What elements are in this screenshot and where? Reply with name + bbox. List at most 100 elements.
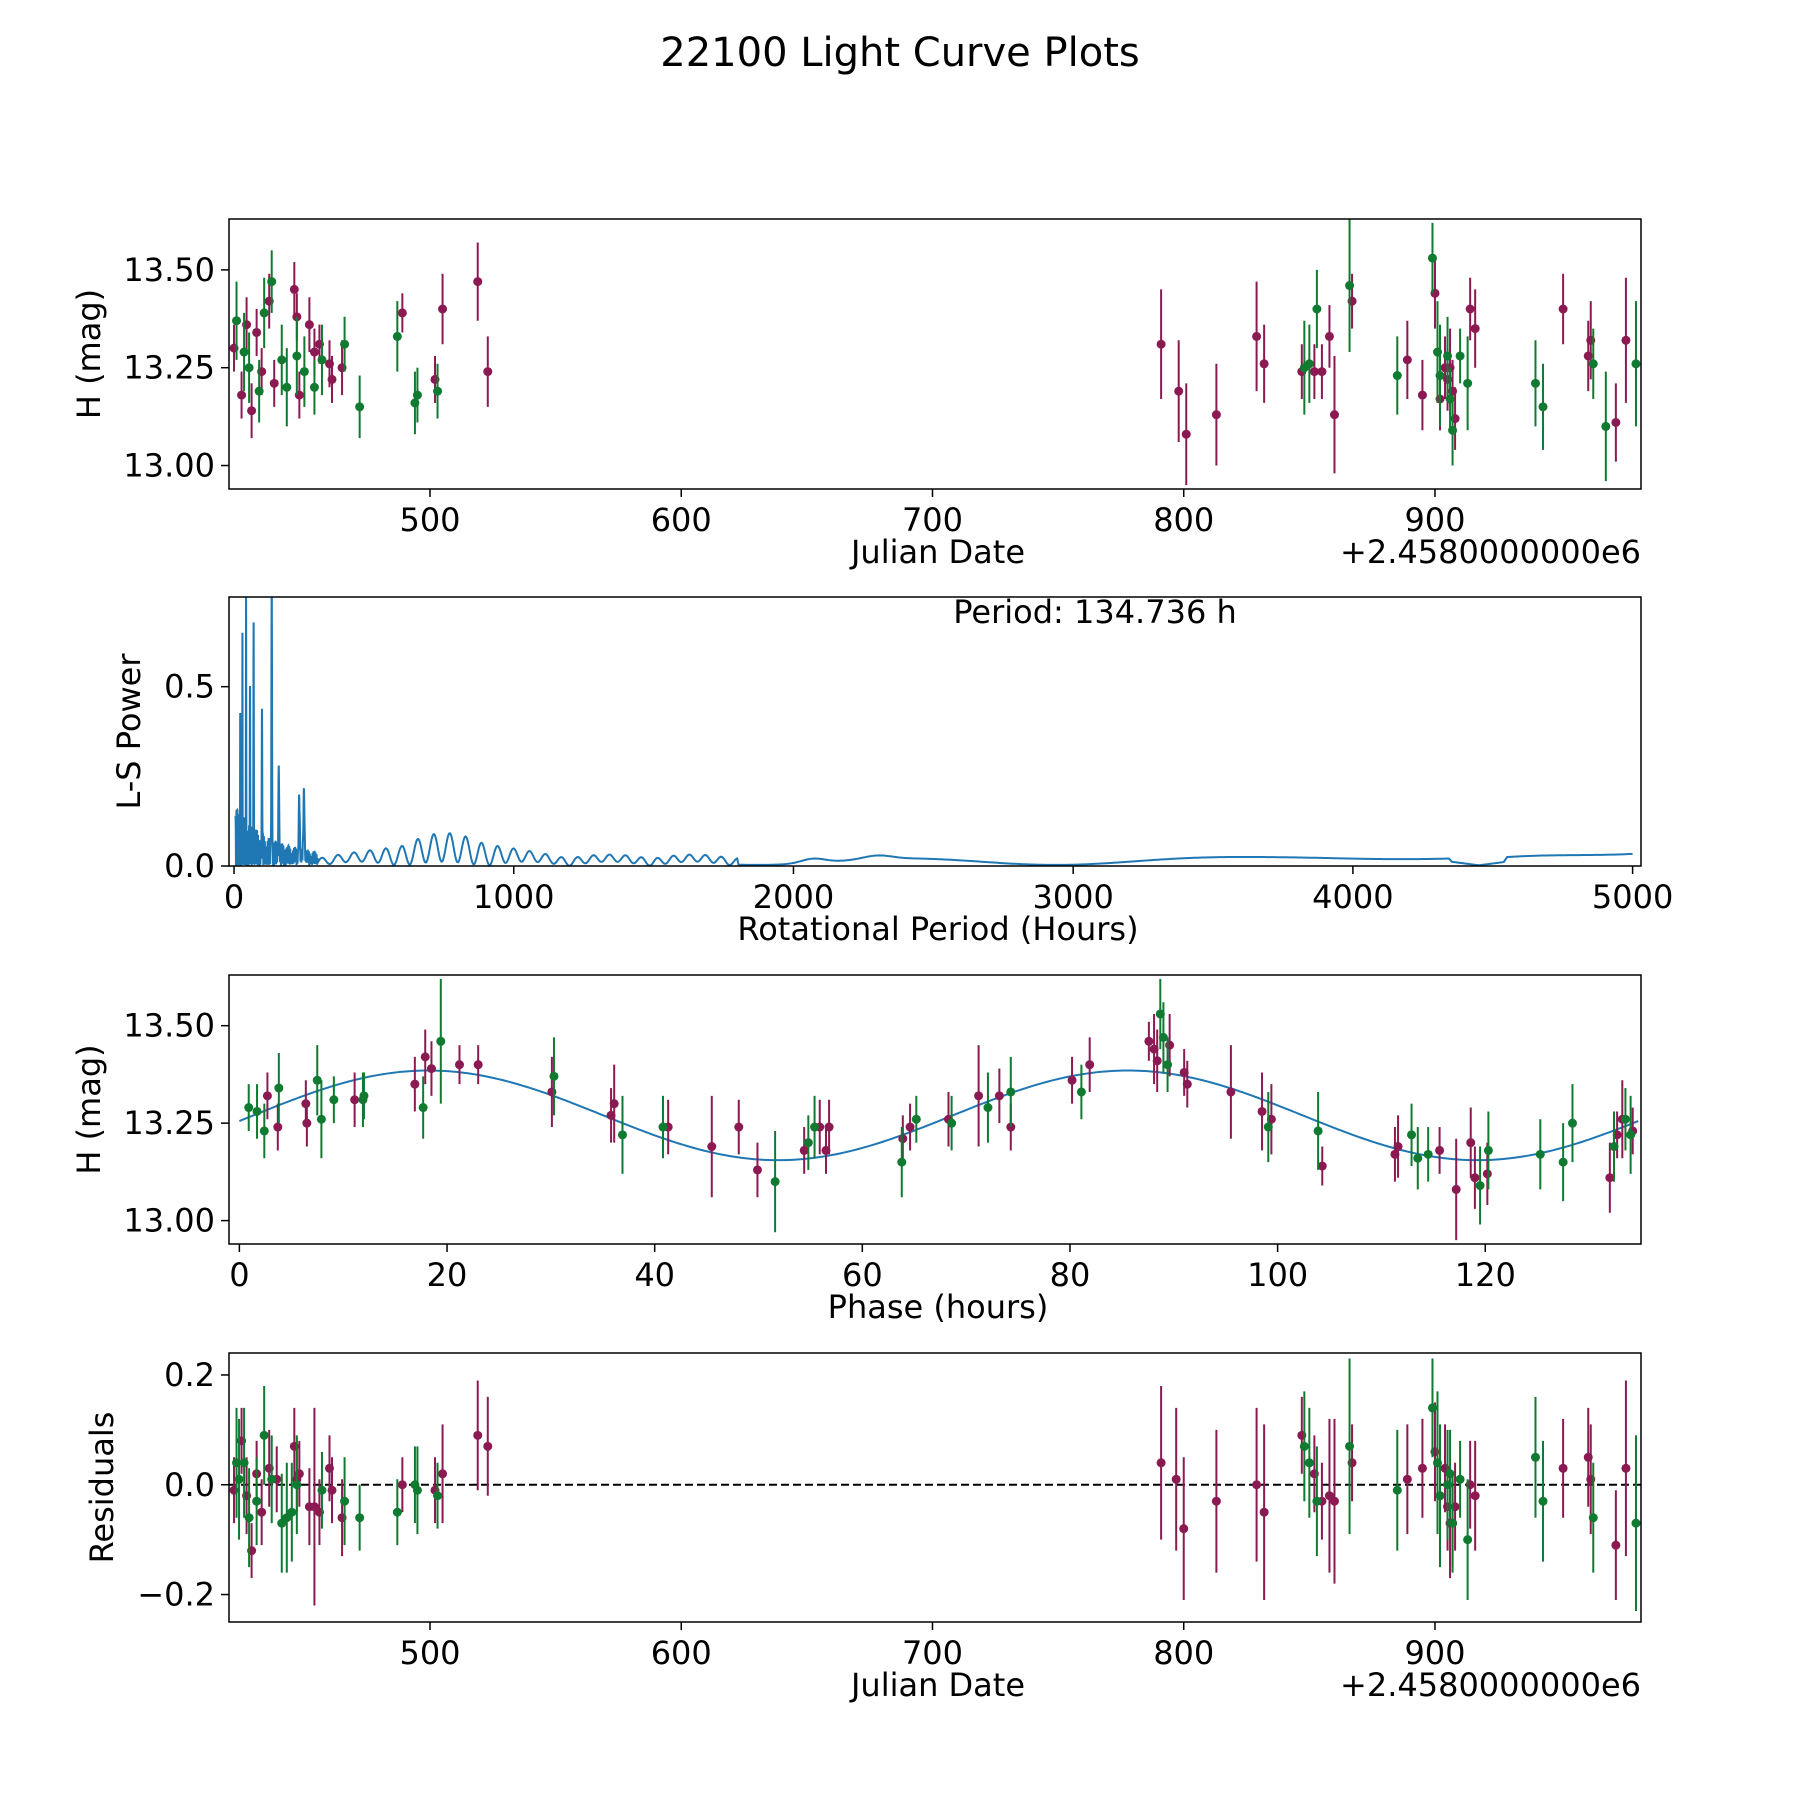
data-point — [1402, 1474, 1412, 1484]
data-point — [359, 1091, 369, 1101]
x-tick-label: 600 — [651, 1634, 712, 1672]
data-point — [1309, 367, 1319, 377]
data-point — [1530, 1452, 1540, 1462]
y-tick-label: 13.25 — [123, 1104, 215, 1142]
data-point — [734, 1122, 744, 1132]
data-point — [1158, 1032, 1168, 1042]
y-tick-label: 13.25 — [123, 349, 215, 387]
axes-frame — [228, 974, 1642, 1245]
data-point — [1451, 1184, 1461, 1194]
data-point — [239, 347, 249, 357]
x-axis-label: Rotational Period (Hours) — [737, 910, 1138, 948]
data-point — [1181, 429, 1191, 439]
data-point — [473, 1430, 483, 1440]
data-point — [1470, 1173, 1480, 1183]
data-point — [1605, 1173, 1615, 1183]
data-point — [1329, 410, 1339, 420]
data-point — [770, 1177, 780, 1187]
data-point — [292, 1480, 302, 1490]
data-point — [259, 308, 269, 318]
data-point — [994, 1091, 1004, 1101]
data-point — [340, 1496, 350, 1506]
data-point — [1324, 331, 1334, 341]
data-point — [1304, 1458, 1314, 1468]
data-point — [329, 1095, 339, 1105]
x-tick-label: 20 — [427, 1256, 468, 1294]
data-point — [309, 347, 319, 357]
data-point — [1455, 1474, 1465, 1484]
data-point — [983, 1103, 993, 1113]
data-point — [299, 367, 309, 377]
data-point — [799, 1145, 809, 1155]
data-point — [1345, 281, 1355, 291]
data-point — [327, 1485, 337, 1495]
data-point — [1538, 1496, 1548, 1506]
x-tick-label: 500 — [399, 1634, 460, 1672]
data-point — [974, 1091, 984, 1101]
data-point — [1631, 1518, 1641, 1528]
data-point — [340, 339, 350, 349]
x-tick-label: 700 — [902, 501, 963, 539]
data-point — [473, 1060, 483, 1070]
series-band-b — [232, 219, 1641, 482]
data-point — [274, 1083, 284, 1093]
x-tick-label: 40 — [634, 1256, 675, 1294]
data-point — [1443, 351, 1453, 361]
y-axis-label: Residuals — [83, 1412, 121, 1564]
data-point — [911, 1114, 921, 1124]
y-tick-label: 0.0 — [164, 847, 215, 885]
data-point — [1407, 1130, 1417, 1140]
data-point — [412, 390, 422, 400]
series-band-b — [244, 978, 1636, 1233]
data-point — [1163, 1060, 1173, 1070]
data-point — [1470, 1491, 1480, 1501]
data-point — [1299, 1441, 1309, 1451]
data-point — [252, 1106, 262, 1116]
data-point — [1535, 1149, 1545, 1159]
y-axis-label: H (mag) — [70, 1044, 108, 1174]
y-tick-label: 13.00 — [123, 1202, 215, 1240]
data-point — [1152, 1056, 1162, 1066]
data-point — [438, 304, 448, 314]
data-point — [1558, 304, 1568, 314]
data-point — [239, 1458, 249, 1468]
data-point — [302, 1118, 312, 1128]
model-fit-curve — [239, 1069, 1639, 1162]
data-point — [397, 1480, 407, 1490]
data-point — [1466, 1138, 1476, 1148]
series-band-b — [232, 1358, 1641, 1612]
data-point — [1558, 1157, 1568, 1167]
data-point — [1621, 1463, 1631, 1473]
data-point — [397, 308, 407, 318]
x-tick-label: 80 — [1050, 1256, 1091, 1294]
data-point — [617, 1130, 627, 1140]
x-tick-label: 60 — [842, 1256, 883, 1294]
data-point — [1611, 1540, 1621, 1550]
x-offset-label: +2.4580000000e6 — [1340, 533, 1641, 571]
data-point — [1463, 378, 1473, 388]
y-axis-label: H (mag) — [70, 289, 108, 419]
periodogram-line — [234, 597, 1633, 866]
period-annotation: Period: 134.736 h — [953, 593, 1237, 631]
data-point — [905, 1122, 915, 1132]
data-point — [1076, 1087, 1086, 1097]
data-point — [267, 277, 277, 287]
data-point — [355, 402, 365, 412]
x-tick-label: 800 — [1153, 501, 1214, 539]
figure-suptitle: 22100 Light Curve Plots — [660, 30, 1139, 76]
data-point — [244, 1103, 254, 1113]
data-point — [803, 1138, 813, 1148]
data-point — [1226, 1087, 1236, 1097]
data-point — [1621, 335, 1631, 345]
data-point — [418, 1103, 428, 1113]
data-point — [1427, 1403, 1437, 1413]
data-point — [312, 1075, 322, 1085]
data-point — [392, 1507, 402, 1517]
data-point — [1465, 304, 1475, 314]
data-point — [473, 277, 483, 287]
data-point — [1463, 1535, 1473, 1545]
data-point — [1259, 359, 1269, 369]
data-point — [1558, 1463, 1568, 1473]
data-point — [752, 1165, 762, 1175]
